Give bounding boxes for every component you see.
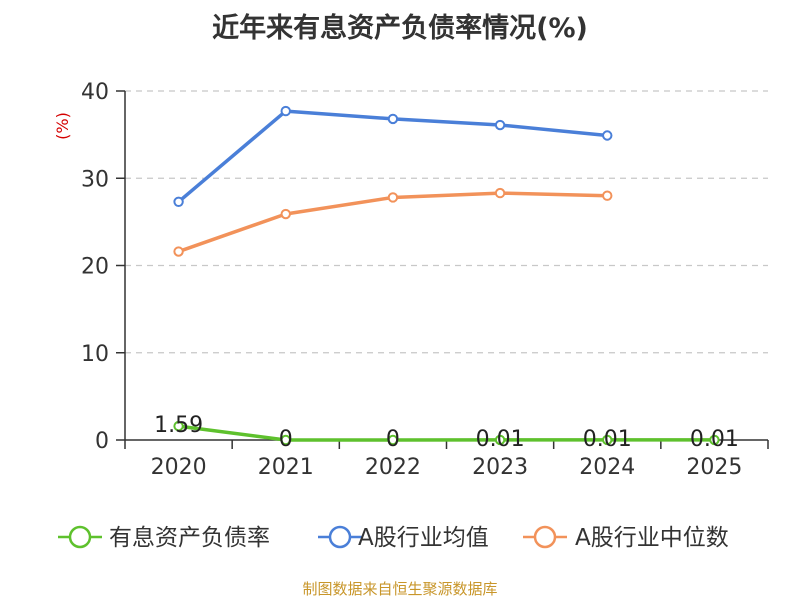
data-label: 0.01 — [476, 427, 525, 452]
data-label: 0.01 — [690, 427, 739, 452]
x-tick-label: 2023 — [472, 455, 528, 480]
data-point — [280, 434, 291, 446]
data-point — [173, 246, 184, 257]
x-tick-label: 2025 — [686, 455, 742, 480]
axes — [116, 90, 769, 449]
legend-marker — [533, 525, 557, 549]
grid-lines — [125, 90, 768, 354]
data-point — [173, 196, 184, 208]
series-A股行业均值 — [173, 105, 613, 208]
data-point — [494, 187, 506, 199]
data-point — [280, 208, 291, 220]
y-tick-label: 30 — [81, 167, 109, 192]
x-tick-label: 2024 — [579, 455, 635, 480]
x-tick-label: 2020 — [151, 455, 207, 480]
data-point — [280, 105, 291, 117]
y-axis-label: (%) — [53, 112, 72, 140]
y-tick-label: 0 — [95, 429, 109, 454]
data-point — [602, 130, 613, 141]
data-point — [387, 192, 399, 203]
y-tick-label: 40 — [81, 80, 109, 105]
data-point — [494, 119, 506, 131]
data-point — [602, 190, 613, 201]
data-label: 0 — [386, 427, 400, 452]
data-source-note: 制图数据来自恒生聚源数据库 — [302, 580, 498, 598]
data-label: 1.59 — [154, 413, 203, 438]
series: 1.59 0 0 0.01 0.01 0.01 — [154, 105, 739, 452]
legend-marker — [328, 525, 352, 549]
series-A股行业中位数 — [173, 187, 613, 257]
series-line — [178, 424, 715, 442]
data-point — [494, 434, 506, 446]
legend-item: 有息资产负债率 — [58, 525, 270, 551]
legend-label: 有息资产负债率 — [109, 525, 270, 551]
data-point — [387, 434, 399, 446]
x-tick-label: 2021 — [258, 455, 314, 480]
legend-label: A股行业中位数 — [575, 525, 729, 551]
data-label: 0.01 — [583, 427, 632, 452]
data-label: 0 — [279, 427, 293, 452]
data-point — [709, 434, 720, 446]
y-tick-label: 20 — [81, 255, 109, 280]
series-line — [177, 109, 608, 204]
data-point — [387, 113, 399, 125]
legend-marker — [68, 525, 92, 549]
y-tick-labels: 0 10 20 30 40 — [81, 80, 109, 454]
x-tick-label: 2022 — [365, 455, 421, 480]
x-tick-labels: 2020 2021 2022 2023 2024 2025 — [151, 455, 743, 480]
y-tick-label: 10 — [81, 342, 109, 367]
data-point — [602, 434, 613, 446]
legend: 有息资产负债率 A股行业均值 A股行业中位数 — [58, 525, 729, 551]
legend-item: A股行业中位数 — [523, 525, 729, 551]
data-point — [173, 420, 184, 432]
series-有息资产负债率: 1.59 0 0 0.01 0.01 0.01 — [154, 413, 739, 452]
legend-item: A股行业均值 — [318, 525, 489, 551]
chart-title: 近年来有息资产负债率情况(%) — [212, 13, 588, 44]
legend-label: A股行业均值 — [358, 525, 489, 551]
